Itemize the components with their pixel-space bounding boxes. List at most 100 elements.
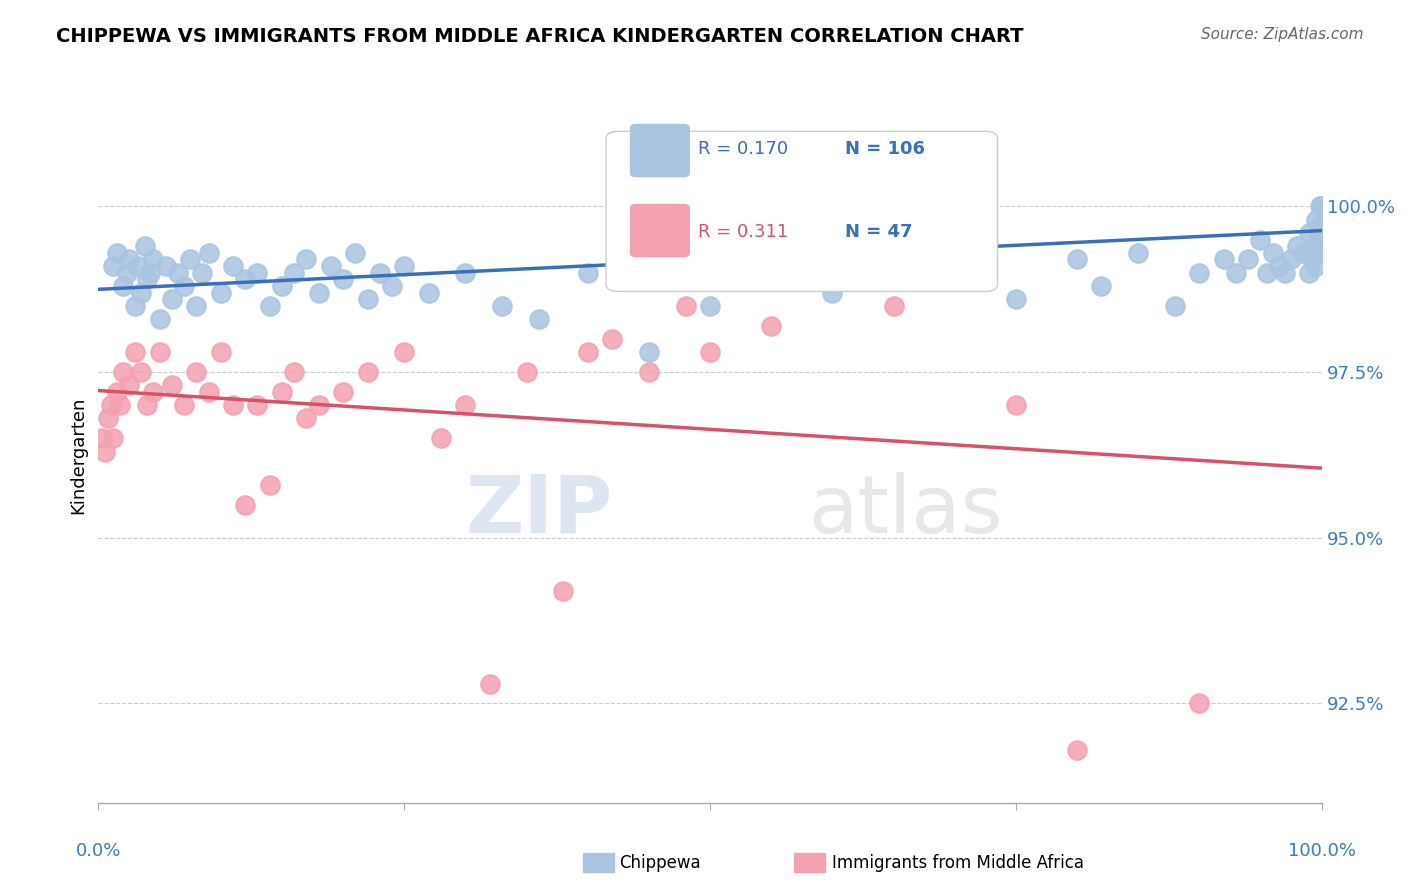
Point: [142, 384, 165, 399]
Point: [295, 411, 318, 425]
Point: [101, 431, 124, 445]
Point: [1164, 299, 1187, 313]
Point: [1128, 245, 1150, 260]
Point: [319, 259, 342, 273]
Point: [454, 398, 477, 412]
Point: [1004, 292, 1026, 306]
Point: [1301, 252, 1323, 267]
Point: [1066, 252, 1088, 267]
Point: [943, 259, 966, 273]
Point: [1310, 199, 1333, 213]
Point: [283, 266, 305, 280]
Point: [637, 365, 661, 379]
Point: [821, 285, 844, 300]
Point: [1310, 199, 1333, 213]
Point: [149, 345, 172, 359]
Point: [246, 398, 269, 412]
Point: [1292, 245, 1315, 260]
Point: [197, 245, 219, 260]
Point: [637, 345, 661, 359]
Point: [308, 285, 330, 300]
Point: [1305, 212, 1327, 227]
Point: [1310, 199, 1333, 213]
Point: [209, 285, 232, 300]
Point: [222, 398, 245, 412]
Point: [883, 266, 905, 280]
Point: [344, 245, 367, 260]
Y-axis label: Kindergarten: Kindergarten: [69, 396, 87, 514]
Point: [233, 498, 256, 512]
Point: [111, 365, 134, 379]
Point: [1305, 259, 1327, 273]
Point: [1310, 199, 1333, 213]
Point: [491, 299, 513, 313]
Point: [259, 299, 281, 313]
Point: [160, 378, 183, 392]
Point: [129, 365, 152, 379]
Point: [527, 312, 550, 326]
Point: [1310, 199, 1333, 213]
Point: [136, 398, 159, 412]
Point: [222, 259, 245, 273]
Point: [127, 259, 149, 273]
Point: [1212, 252, 1234, 267]
Point: [209, 345, 232, 359]
Point: [155, 259, 177, 273]
Point: [160, 292, 183, 306]
Point: [124, 299, 146, 313]
Point: [1310, 199, 1333, 213]
Point: [1310, 199, 1333, 213]
Point: [1286, 239, 1309, 253]
Point: [1310, 199, 1333, 213]
Point: [761, 318, 783, 333]
Text: N = 47: N = 47: [845, 223, 912, 241]
Text: atlas: atlas: [808, 472, 1002, 549]
Point: [270, 279, 294, 293]
Point: [149, 312, 172, 326]
Point: [675, 299, 697, 313]
Text: 0.0%: 0.0%: [76, 842, 121, 860]
Point: [139, 266, 162, 280]
Point: [270, 384, 294, 399]
Point: [1279, 252, 1302, 267]
Point: [1188, 266, 1211, 280]
Point: [1261, 245, 1284, 260]
Point: [173, 398, 195, 412]
Point: [1310, 199, 1333, 213]
Point: [1306, 233, 1329, 247]
Text: Chippewa: Chippewa: [619, 854, 700, 871]
Point: [1309, 199, 1331, 213]
Point: [356, 365, 378, 379]
Point: [295, 252, 318, 267]
Point: [1310, 199, 1333, 213]
Point: [1310, 199, 1333, 213]
Point: [699, 299, 721, 313]
Point: [1250, 233, 1272, 247]
Point: [111, 279, 134, 293]
Point: [1310, 199, 1333, 213]
Point: [1256, 266, 1278, 280]
Text: Source: ZipAtlas.com: Source: ZipAtlas.com: [1201, 27, 1364, 42]
FancyBboxPatch shape: [630, 204, 689, 257]
FancyBboxPatch shape: [630, 124, 689, 177]
Point: [1237, 252, 1260, 267]
Point: [246, 266, 269, 280]
Point: [943, 266, 966, 280]
Point: [259, 477, 281, 491]
Point: [1268, 259, 1291, 273]
Point: [699, 345, 721, 359]
Point: [1310, 199, 1333, 213]
Point: [1310, 199, 1333, 213]
Point: [478, 676, 501, 690]
Point: [173, 279, 195, 293]
Point: [1310, 199, 1333, 213]
Point: [308, 398, 330, 412]
Point: [115, 266, 138, 280]
Point: [91, 431, 114, 445]
Point: [576, 345, 599, 359]
Point: [1310, 199, 1333, 213]
Point: [136, 272, 159, 286]
Point: [1306, 245, 1329, 260]
Point: [332, 384, 354, 399]
Point: [1303, 239, 1326, 253]
